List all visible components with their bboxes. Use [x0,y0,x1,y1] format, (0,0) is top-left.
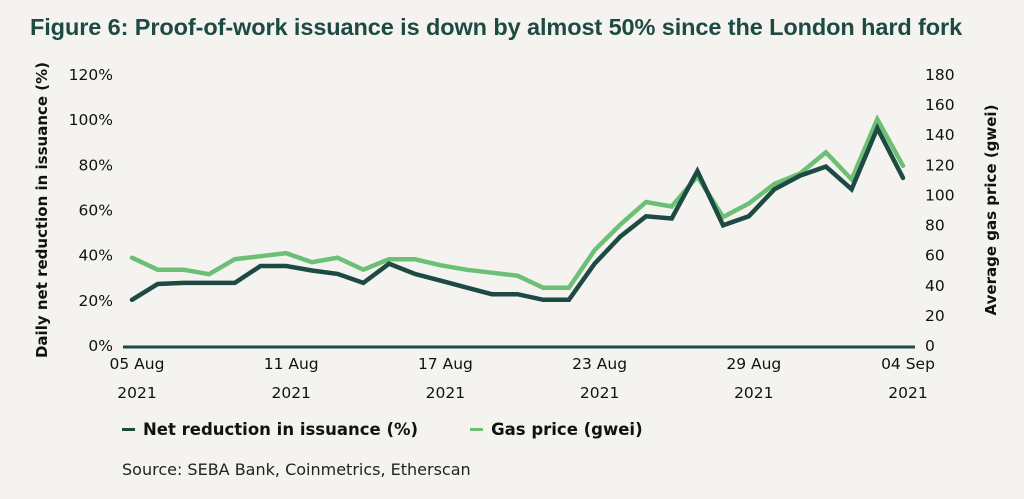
right-tick-label: 120 [925,156,955,174]
legend: Net reduction in issuance (%) Gas price … [122,420,643,439]
x-tick-year: 2021 [426,384,465,402]
left-tick-label: 120% [69,66,113,84]
legend-swatch-net [122,428,135,431]
legend-item-net-reduction[interactable]: Net reduction in issuance (%) [122,420,418,439]
right-tick-label: 180 [925,66,955,84]
x-tick-year: 2021 [580,384,619,402]
right-tick-label: 160 [925,96,955,114]
left-y-axis: 0% 20% 40% 60% 80% 100% 120% [69,66,113,355]
left-tick-label: 60% [79,202,113,220]
x-tick-year: 2021 [271,384,310,402]
x-tick-label: 29 Aug [726,355,781,373]
right-tick-label: 0 [925,337,935,355]
right-y-axis: 0 20 40 60 80 100 120 140 160 180 [925,66,955,355]
left-tick-label: 40% [79,247,113,265]
x-tick-year: 2021 [117,384,156,402]
legend-swatch-gas [470,428,484,431]
right-tick-label: 140 [925,126,955,144]
right-tick-label: 20 [925,307,945,325]
right-tick-label: 60 [925,247,945,265]
x-tick-label: 04 Sep [881,355,935,373]
left-tick-label: 100% [69,111,113,129]
chart-title: Figure 6: Proof-of-work issuance is down… [30,14,963,40]
right-axis-title: Average gas price (gwei) [982,105,1000,316]
x-tick-label: 17 Aug [418,355,473,373]
right-tick-label: 80 [925,217,945,235]
left-tick-label: 0% [88,337,113,355]
right-tick-label: 40 [925,277,945,295]
x-tick-label: 05 Aug [110,355,165,373]
legend-label-gas: Gas price (gwei) [491,420,643,439]
line-chart: 0% 20% 40% 60% 80% 100% 120% 0 20 40 60 80 100 120 14… [33,62,1000,402]
left-axis-title: Daily net reduction in issuance (%) [33,62,51,358]
x-tick-label: 23 Aug [572,355,627,373]
left-tick-label: 20% [79,292,113,310]
legend-label-net: Net reduction in issuance (%) [143,420,419,439]
right-tick-label: 100 [925,186,955,204]
left-tick-label: 80% [79,156,113,174]
x-tick-year: 2021 [734,384,773,402]
legend-item-gas-price[interactable]: Gas price (gwei) [470,420,643,439]
series-line-gas-price [129,114,906,291]
source-note: Source: SEBA Bank, Coinmetrics, Ethersca… [122,460,471,479]
x-tick-year: 2021 [888,384,927,402]
x-tick-label: 11 Aug [264,355,319,373]
x-axis: 05 Aug 2021 11 Aug 2021 17 Aug 2021 23 Aug 2021… [110,355,935,402]
